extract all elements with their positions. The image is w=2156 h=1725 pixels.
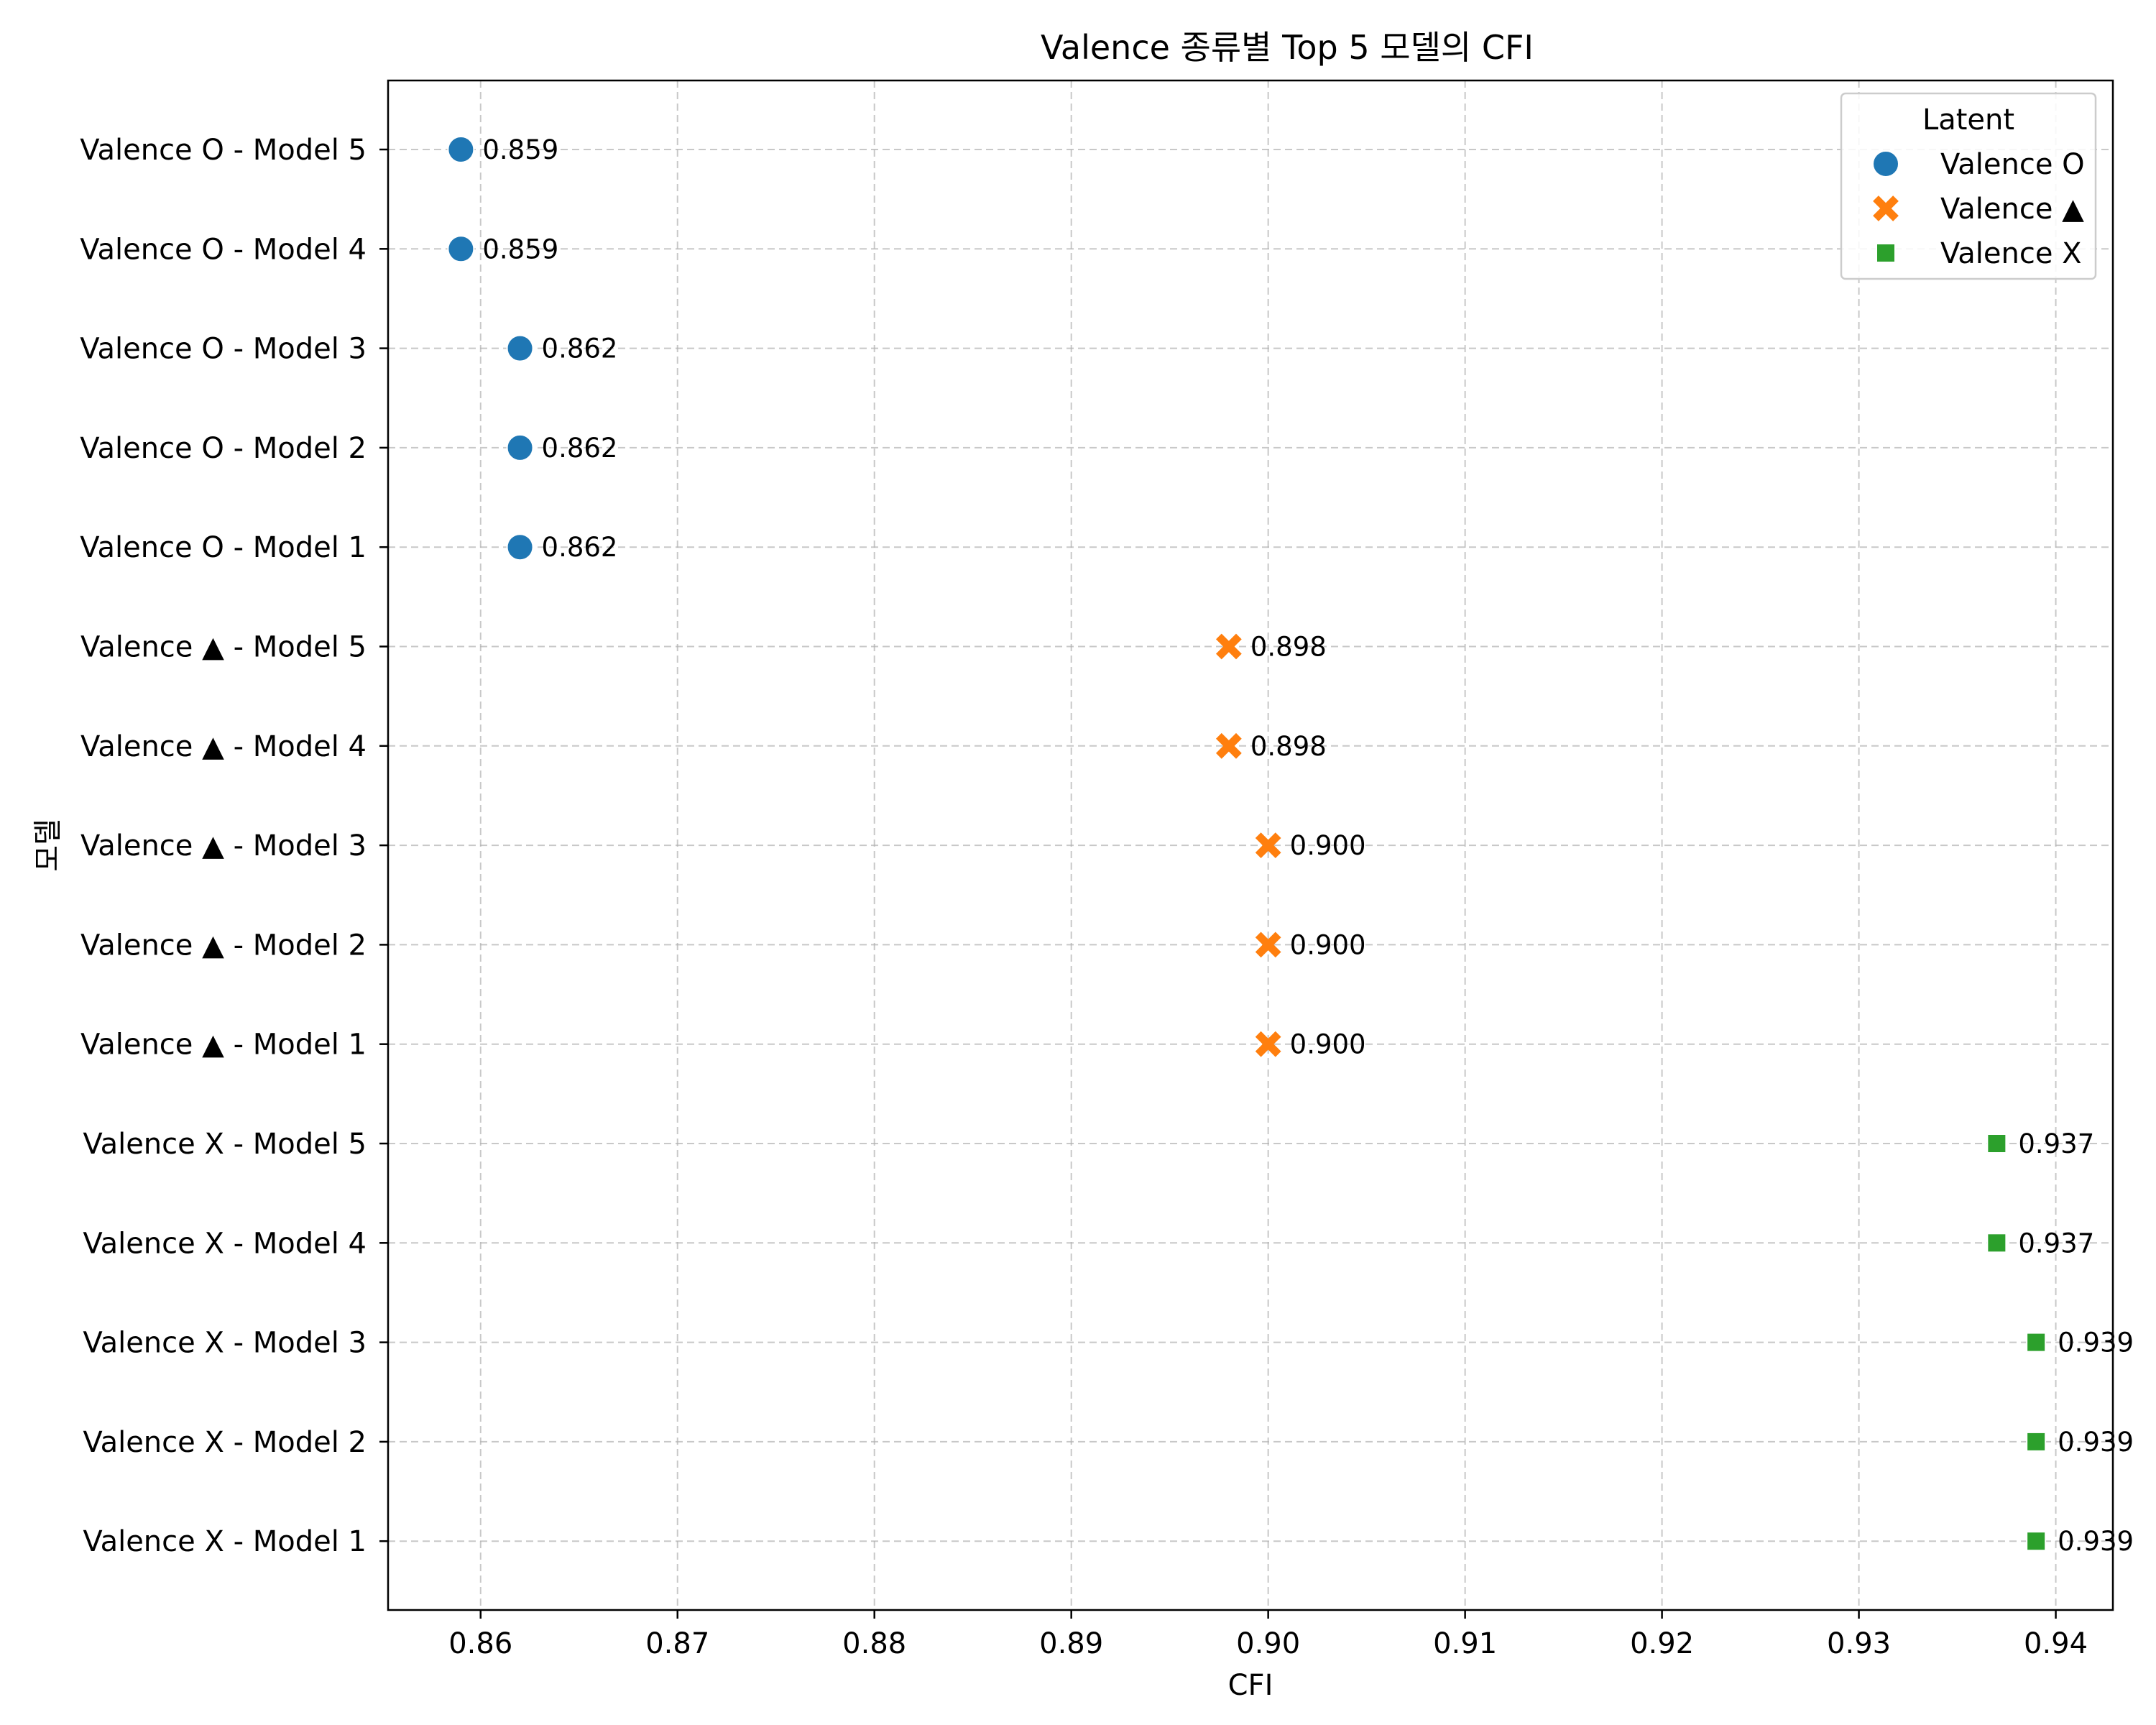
- data-label: 0.898: [1250, 731, 1327, 762]
- data-point-legend-circle: [1872, 150, 1899, 178]
- data-label: 0.939: [2058, 1526, 2134, 1557]
- data-point-circle: [447, 235, 475, 263]
- y-tick-label: Valence O - Model 5: [80, 134, 367, 167]
- data-marks: 0.859 0.859 0.862 0.862 0.862 0.898 0.898 0.900…: [447, 134, 2134, 1557]
- y-tick-label: Valence X - Model 5: [83, 1128, 367, 1161]
- legend-entry-label: Valence O: [1940, 148, 2085, 181]
- x-tick-label: 0.90: [1236, 1627, 1300, 1660]
- legend-title: Latent: [1922, 104, 2014, 137]
- data-label: 0.900: [1290, 1029, 1366, 1060]
- data-label: 0.900: [1290, 929, 1366, 960]
- data-point-legend-x: [1873, 196, 1899, 221]
- data-point-square: [2026, 1531, 2047, 1552]
- data-point-square: [1986, 1233, 2007, 1254]
- data-point-square: [1986, 1133, 2007, 1154]
- data-label: 0.939: [2058, 1427, 2134, 1458]
- y-tick-label: Valence O - Model 2: [80, 432, 367, 465]
- data-point-x: [1255, 932, 1281, 958]
- y-tick-label: Valence ▲ - Model 4: [80, 730, 367, 763]
- legend-box: [1840, 92, 2097, 280]
- data-point-square: [2026, 1431, 2047, 1452]
- y-tick-label: Valence X - Model 2: [83, 1426, 367, 1459]
- data-point-circle: [506, 433, 534, 461]
- x-tick-label: 0.87: [645, 1627, 709, 1660]
- data-label: 0.859: [482, 134, 558, 165]
- data-label: 0.939: [2058, 1328, 2134, 1358]
- x-tick-label: 0.91: [1433, 1627, 1497, 1660]
- data-point-circle: [506, 533, 534, 561]
- y-tick-label: Valence X - Model 1: [83, 1525, 367, 1558]
- x-tick-label: 0.93: [1827, 1627, 1891, 1660]
- y-axis-label: 모델: [32, 819, 65, 872]
- x-tick-label: 0.94: [2024, 1627, 2088, 1660]
- y-tick-label: Valence ▲ - Model 2: [80, 929, 367, 962]
- legend: Latent Valence O Valence ▲ Valence X: [1840, 92, 2097, 280]
- data-label: 0.862: [542, 433, 618, 464]
- data-point-legend-square: [1876, 243, 1896, 263]
- data-point-circle: [506, 334, 534, 362]
- y-axis: Valence O - Model 5 Valence O - Model 4 Va…: [80, 134, 388, 1558]
- data-point-x: [1255, 832, 1281, 858]
- chart-title: Valence 종류별 Top 5 모델의 CFI: [1041, 28, 1534, 67]
- data-point-x: [1215, 732, 1242, 759]
- data-label: 0.898: [1250, 632, 1327, 663]
- x-tick-label: 0.92: [1630, 1627, 1694, 1660]
- data-point-x: [1255, 1031, 1281, 1057]
- legend-entry-label: Valence ▲: [1940, 193, 2084, 226]
- y-tick-label: Valence O - Model 3: [80, 333, 367, 366]
- data-point-circle: [447, 136, 475, 163]
- x-axis: 0.86 0.87 0.88 0.89 0.90 0.91 0.92 0.93 0.94: [448, 1610, 2088, 1660]
- data-label: 0.862: [542, 532, 618, 563]
- data-point-x: [1215, 633, 1242, 660]
- data-label: 0.859: [482, 234, 558, 264]
- y-tick-label: Valence X - Model 3: [83, 1327, 367, 1360]
- x-tick-label: 0.86: [448, 1627, 512, 1660]
- y-tick-label: Valence O - Model 4: [80, 233, 367, 266]
- data-label: 0.937: [2018, 1228, 2094, 1259]
- data-label: 0.900: [1290, 830, 1366, 861]
- y-tick-label: Valence ▲ - Model 5: [80, 631, 367, 664]
- x-tick-label: 0.89: [1039, 1627, 1103, 1660]
- y-tick-label: Valence ▲ - Model 1: [80, 1029, 367, 1062]
- data-label: 0.862: [542, 334, 618, 364]
- data-point-square: [2026, 1332, 2047, 1353]
- data-label: 0.937: [2018, 1128, 2094, 1159]
- y-tick-label: Valence X - Model 4: [83, 1227, 367, 1260]
- x-axis-label: CFI: [1228, 1669, 1273, 1702]
- y-tick-label: Valence ▲ - Model 3: [80, 829, 367, 862]
- y-tick-label: Valence O - Model 1: [80, 531, 367, 564]
- grid: [388, 80, 2113, 1610]
- x-tick-label: 0.88: [842, 1627, 906, 1660]
- legend-entry-label: Valence X: [1940, 237, 2082, 270]
